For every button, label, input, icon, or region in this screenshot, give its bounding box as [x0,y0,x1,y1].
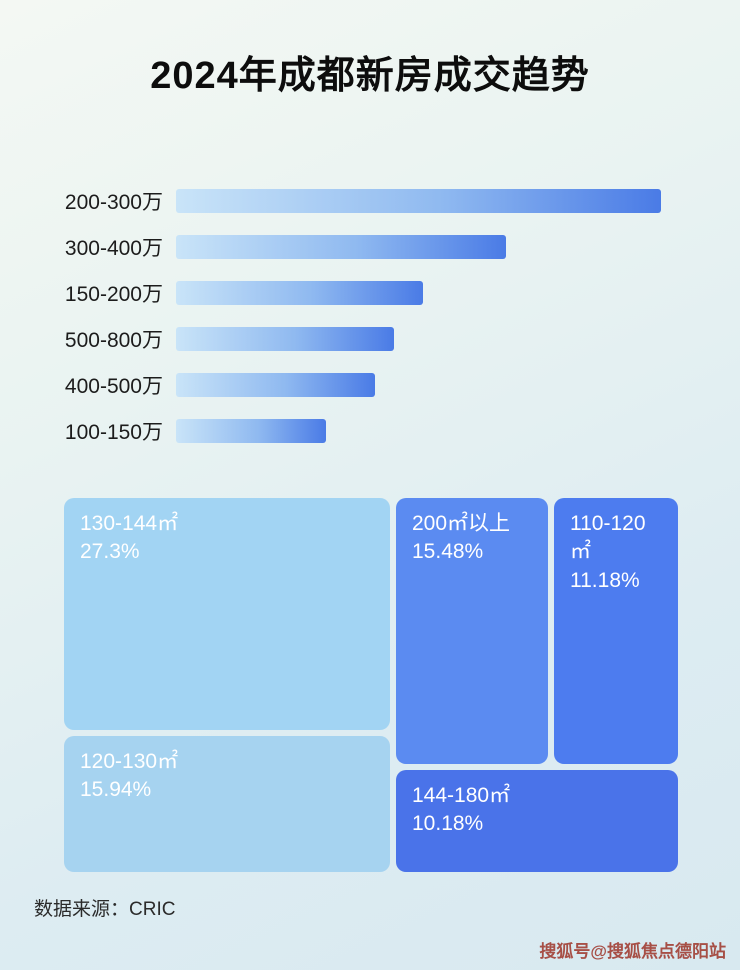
treemap-percent: 15.94% [80,778,152,802]
treemap-label: 120-130㎡ [80,750,179,773]
data-source-text: 数据来源：CRIC [34,899,176,920]
bar-track [176,281,424,305]
treemap-block-130-144: 130-144㎡ 27.3% [64,498,390,730]
bar-row: 300-400万 [0,224,740,270]
bar-track [176,235,506,259]
bar [176,235,506,259]
treemap-block-144-180: 144-180㎡ 10.18% [396,770,678,872]
bar [176,281,424,305]
treemap-block-120-130: 120-130㎡ 15.94% [64,736,390,872]
price-band-bar-chart: 200-300万 300-400万 150-200万 500-800万 400-… [0,178,740,454]
area-segment-treemap: 130-144㎡ 27.3% 120-130㎡ 15.94% 200㎡以上 15… [64,498,678,872]
bar-row: 400-500万 [0,362,740,408]
bar [176,419,327,443]
bar-row: 200-300万 [0,178,740,224]
treemap-percent: 11.18% [570,568,640,592]
bar-track [176,327,395,351]
watermark-text: 搜狐号@搜狐焦点德阳站 [539,942,726,961]
bar-row: 100-150万 [0,408,740,454]
page-title: 2024年成都新房成交趋势 [150,55,590,97]
treemap-label: 110-120㎡ [570,512,646,564]
bar-row: 500-800万 [0,316,740,362]
treemap-block-110-120: 110-120㎡ 11.18% [554,498,678,764]
treemap-percent: 27.3% [80,540,140,564]
bar-label: 100-150万 [64,421,163,444]
bar-track [176,373,375,397]
treemap-percent: 15.48% [412,540,484,564]
treemap-block-200-plus: 200㎡以上 15.48% [396,498,548,764]
treemap-percent: 10.18% [412,812,484,836]
bar-label: 400-500万 [64,375,163,398]
treemap-label: 130-144㎡ [80,512,179,535]
treemap-label: 144-180㎡ [412,784,511,807]
bar-label: 150-200万 [64,283,163,306]
bar-row: 150-200万 [0,270,740,316]
bar [176,373,375,397]
bar-track [176,189,661,213]
bar [176,327,395,351]
bar-track [176,419,327,443]
bar [176,189,661,213]
bar-label: 200-300万 [64,191,163,214]
bar-label: 300-400万 [64,237,163,260]
treemap-label: 200㎡以上 [412,512,511,535]
bar-label: 500-800万 [64,329,163,352]
